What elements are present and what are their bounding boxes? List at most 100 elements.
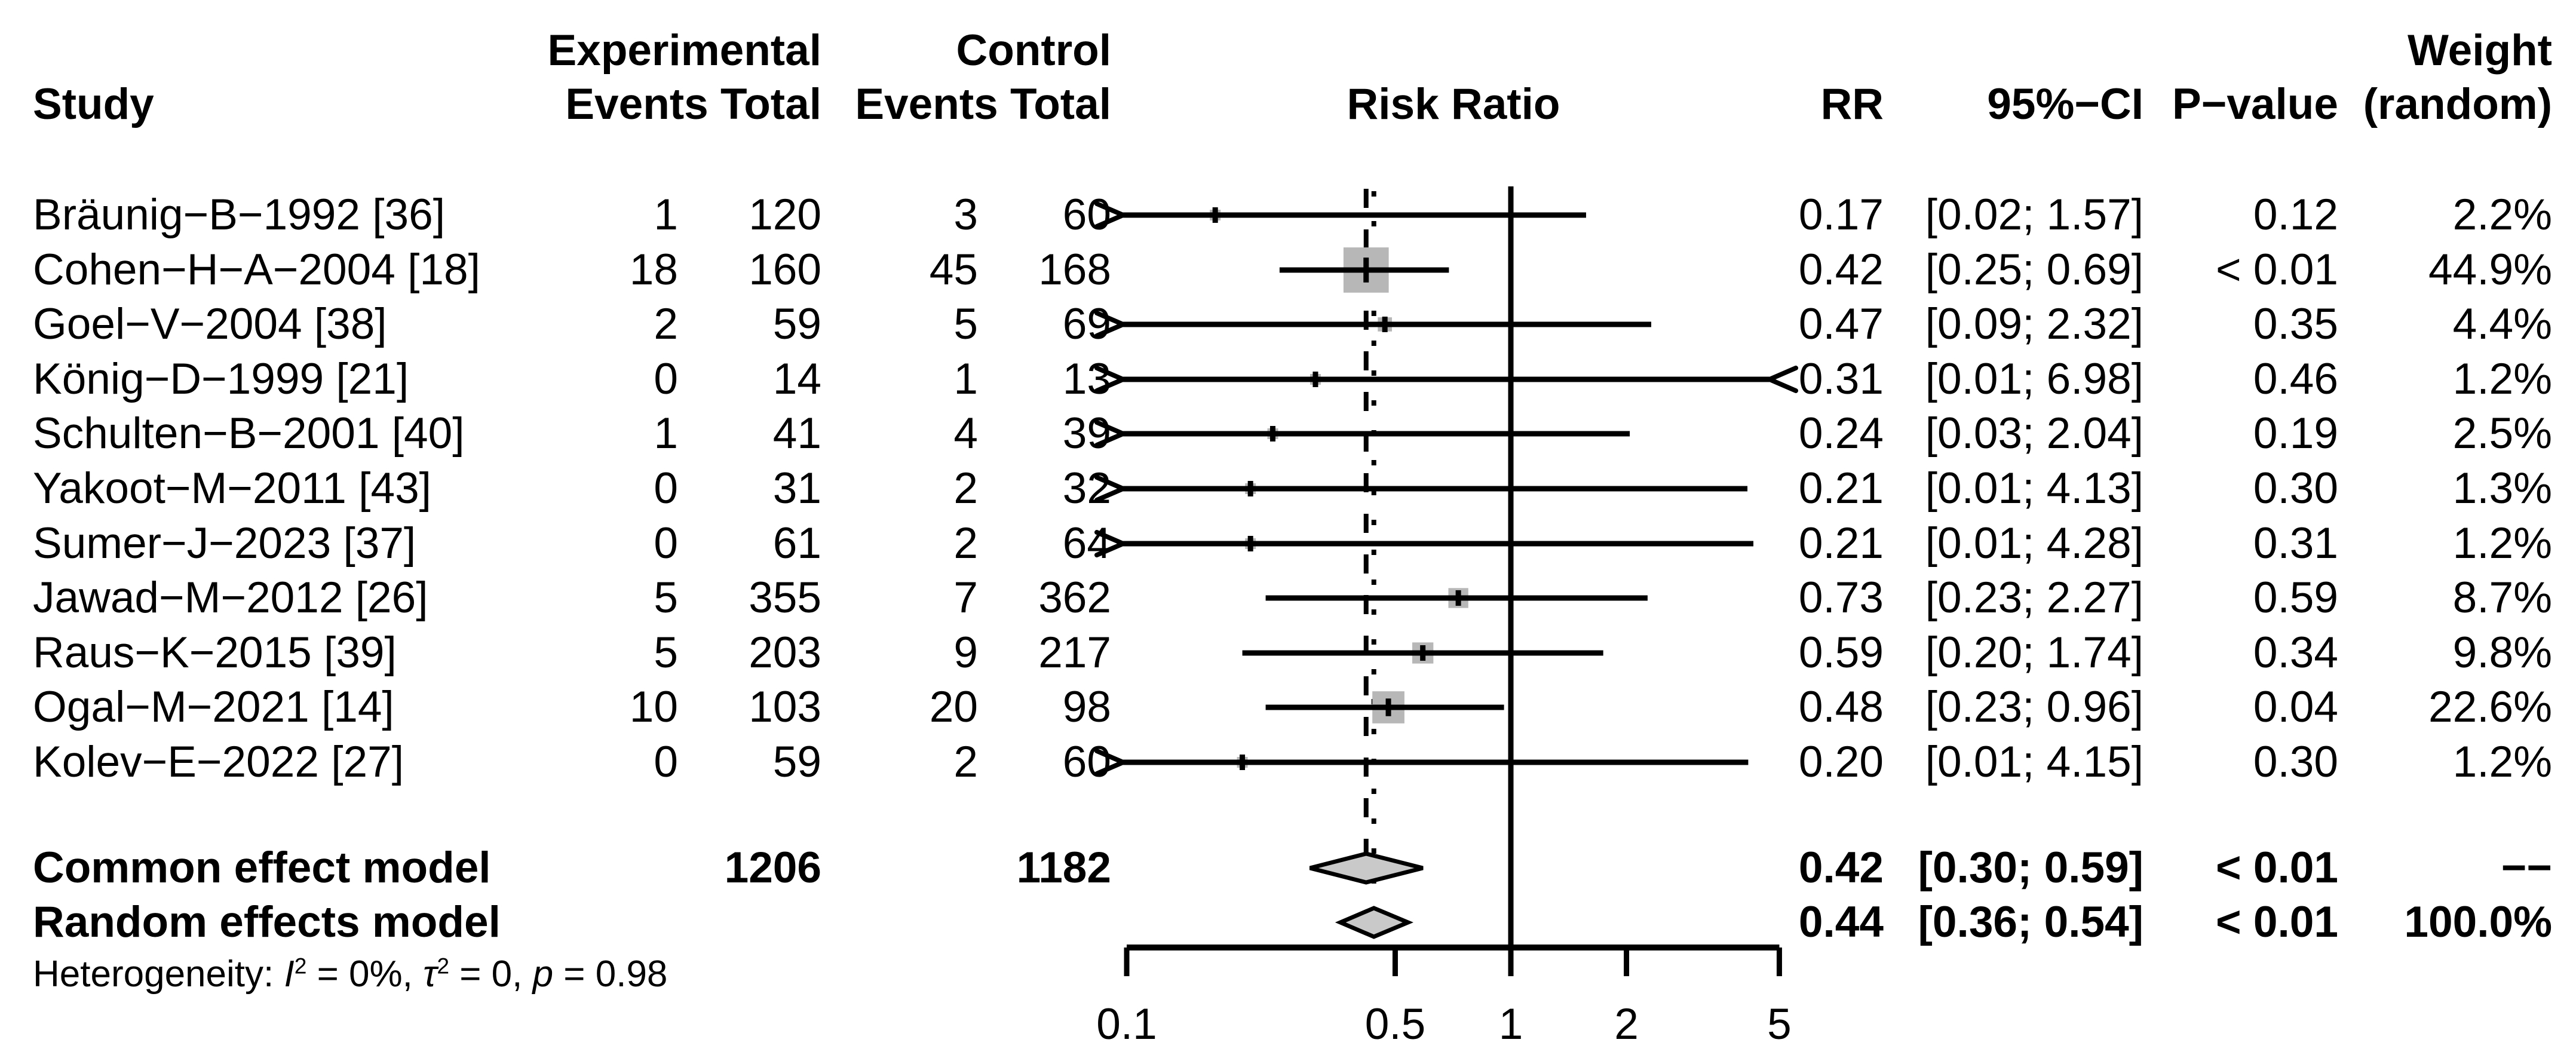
study-label: Cohen−H−A−2004 [18] — [33, 246, 480, 294]
p-value: 0.04 — [2253, 683, 2338, 731]
col-header-p-value: P−value — [2172, 80, 2338, 128]
forest-row-marker-5 — [1094, 475, 1748, 502]
ci-value: [0.30; 0.59] — [1918, 844, 2143, 892]
point-estimate-tick — [1420, 645, 1426, 661]
ci-arrow-left — [1094, 475, 1126, 502]
ctrl-total: 64 — [1062, 519, 1111, 568]
het-tau-exponent: 2 — [437, 953, 449, 979]
ctrl-events: 2 — [953, 738, 978, 786]
exp-events: 1 — [654, 409, 678, 458]
rr-value: 0.31 — [1798, 355, 1884, 403]
p-value: < 0.01 — [2216, 246, 2338, 294]
exp-total: 103 — [749, 683, 821, 731]
forest-row-marker-2 — [1094, 311, 1652, 338]
ctrl-total: 60 — [1062, 191, 1111, 239]
exp-total: 160 — [749, 246, 821, 294]
forest-row-marker-7 — [1265, 588, 1648, 608]
point-estimate-tick — [1363, 257, 1369, 283]
ctrl-events: 1 — [953, 355, 978, 403]
exp-total: 31 — [772, 464, 821, 513]
exp-events: 0 — [654, 355, 678, 403]
point-estimate-tick — [1382, 317, 1388, 332]
ctrl-total: 217 — [1038, 628, 1111, 677]
ctrl-total: 13 — [1062, 355, 1111, 403]
p-value: 0.30 — [2253, 738, 2338, 786]
rr-value: 0.48 — [1798, 683, 1884, 731]
ctrl-events: 45 — [929, 246, 978, 294]
ctrl-total: 39 — [1062, 409, 1111, 458]
het-prefix: Heterogeneity: — [33, 953, 284, 995]
weight-value: 2.5% — [2452, 409, 2552, 458]
ctrl-events: 20 — [929, 683, 978, 731]
ctrl-events: 2 — [953, 464, 978, 513]
rr-value: 0.24 — [1798, 409, 1884, 458]
het-tau-value: = 0, — [449, 953, 533, 995]
p-value: 0.12 — [2253, 191, 2338, 239]
ci-value: [0.23; 0.96] — [1925, 683, 2143, 731]
ctrl-events: 5 — [953, 300, 978, 348]
ci-value: [0.01; 4.15] — [1925, 738, 2143, 786]
study-label: Sumer−J−2023 [37] — [33, 519, 416, 568]
col-header-events-total-exp: Events Total — [565, 80, 821, 128]
ci-value: [0.25; 0.69] — [1925, 246, 2143, 294]
study-label: Kolev−E−2022 [27] — [33, 738, 404, 786]
exp-total: 14 — [772, 355, 821, 403]
common-effect-label: Common effect model — [33, 844, 491, 892]
exp-total: 203 — [749, 628, 821, 677]
exp-total: 1206 — [724, 844, 821, 892]
col-header-ci: 95%−CI — [1987, 80, 2143, 128]
point-estimate-tick — [1312, 372, 1318, 387]
weight-value: 8.7% — [2452, 574, 2552, 622]
ci-value: [0.20; 1.74] — [1925, 628, 2143, 677]
ctrl-total: 98 — [1062, 683, 1111, 731]
x-axis-tick-label: 1 — [1498, 1000, 1523, 1048]
rr-value: 0.44 — [1798, 898, 1884, 946]
point-estimate-tick — [1269, 426, 1275, 441]
weight-value: −− — [2501, 844, 2552, 892]
exp-events: 1 — [654, 191, 678, 239]
rr-value: 0.42 — [1798, 246, 1884, 294]
study-label: Yakoot−M−2011 [43] — [33, 464, 431, 513]
ci-arrow-right — [1767, 366, 1798, 393]
ctrl-events: 4 — [953, 409, 978, 458]
rr-value: 0.47 — [1798, 300, 1884, 348]
rr-value: 0.21 — [1798, 464, 1884, 513]
random-effects-diamond — [1335, 906, 1413, 939]
p-value: 0.34 — [2253, 628, 2338, 677]
ci-arrow-left — [1094, 366, 1126, 393]
forest-row-marker-4 — [1094, 420, 1630, 447]
point-estimate-tick — [1247, 536, 1253, 551]
ci-value: [0.23; 2.27] — [1925, 574, 2143, 622]
rr-value: 0.42 — [1798, 844, 1884, 892]
point-estimate-tick — [1212, 207, 1218, 223]
random-effects-label: Random effects model — [33, 898, 501, 946]
col-header-rr: RR — [1820, 80, 1884, 128]
forest-row-marker-8 — [1242, 642, 1603, 664]
exp-total: 61 — [772, 519, 821, 568]
ci-value: [0.01; 6.98] — [1925, 355, 2143, 403]
ctrl-total: 69 — [1062, 300, 1111, 348]
forest-row-marker-9 — [1265, 691, 1504, 723]
study-label: Raus−K−2015 [39] — [33, 628, 397, 677]
forest-row-marker-10 — [1094, 749, 1749, 776]
exp-events: 18 — [629, 246, 678, 294]
ctrl-total: 1182 — [1016, 844, 1111, 892]
ci-arrow-left — [1094, 311, 1126, 338]
rr-value: 0.17 — [1798, 191, 1884, 239]
exp-total: 59 — [772, 300, 821, 348]
col-header-control: Control — [956, 26, 1112, 75]
ci-value: [0.01; 4.13] — [1925, 464, 2143, 513]
rr-value: 0.59 — [1798, 628, 1884, 677]
het-i-value: = 0%, — [306, 953, 424, 995]
exp-total: 41 — [772, 409, 821, 458]
p-value: 0.19 — [2253, 409, 2338, 458]
weight-value: 2.2% — [2452, 191, 2552, 239]
exp-events: 10 — [629, 683, 678, 731]
ci-arrow-left — [1094, 749, 1126, 776]
x-axis-tick-label: 0.1 — [1096, 1000, 1157, 1048]
study-label: Ogal−M−2021 [14] — [33, 683, 394, 731]
study-label: Bräunig−B−1992 [36] — [33, 191, 446, 239]
het-p-value: = 0.98 — [553, 953, 668, 995]
point-estimate-tick — [1385, 698, 1391, 716]
study-label: König−D−1999 [21] — [33, 355, 409, 403]
